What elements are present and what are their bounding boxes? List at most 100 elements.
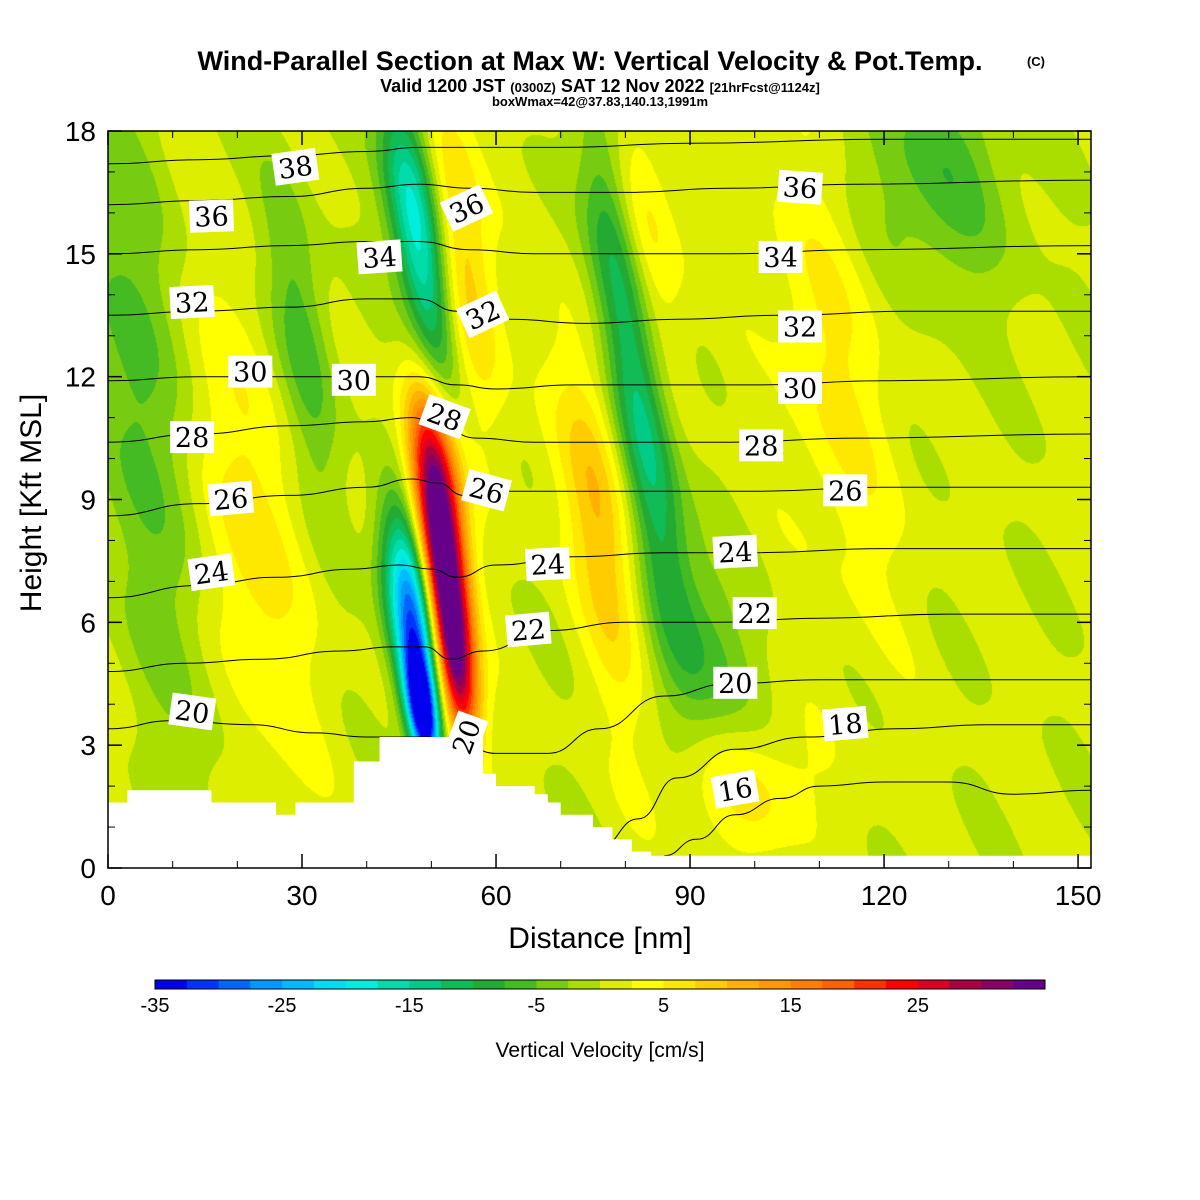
contour-label-bg bbox=[356, 239, 403, 275]
contour-label-20: 20 bbox=[713, 666, 758, 700]
x-axis: 0 30 60 90 120 150 bbox=[100, 131, 1101, 911]
contour-label-bg bbox=[758, 240, 803, 273]
contour-label-bg bbox=[524, 546, 571, 582]
x-tick-label: 30 bbox=[286, 880, 317, 911]
contour-label-bg bbox=[739, 429, 784, 462]
theta-contour-30 bbox=[108, 376, 1091, 390]
contour-label-bg bbox=[778, 310, 822, 343]
theta-contour-28 bbox=[108, 417, 1091, 443]
contour-label-22: 22 bbox=[505, 611, 552, 648]
colorbar-tick-label: 5 bbox=[658, 995, 669, 1017]
contour-label-26: 26 bbox=[461, 469, 512, 512]
contour-label-text: 20 bbox=[718, 669, 752, 700]
contour-label-24: 24 bbox=[187, 553, 236, 591]
colorbar-swatch bbox=[313, 980, 347, 989]
colorbar-swatch bbox=[727, 980, 760, 989]
theta-contour-38 bbox=[108, 138, 1091, 165]
contour-label-bg bbox=[455, 290, 510, 339]
y-tick-label: 18 bbox=[65, 116, 96, 147]
chart-title: Wind-Parallel Section at Max W: Vertical… bbox=[198, 46, 983, 76]
forecast-info: [21hrFcst@1124z] bbox=[710, 80, 820, 95]
contour-label-28: 28 bbox=[170, 421, 215, 454]
contour-label-text: 34 bbox=[361, 242, 397, 275]
colorbar-swatch bbox=[758, 980, 792, 989]
theta-contour-34 bbox=[108, 241, 1091, 255]
contour-label-bg bbox=[732, 597, 777, 630]
colorbar-swatch bbox=[568, 980, 601, 989]
x-tick-label: 150 bbox=[1055, 880, 1102, 911]
contour-label-bg bbox=[443, 710, 489, 763]
contour-label-bg bbox=[777, 169, 824, 205]
contour-label-34: 34 bbox=[356, 239, 403, 275]
contour-label-bg bbox=[821, 705, 869, 742]
contour-label-bg bbox=[823, 474, 868, 507]
theta-contour-20 bbox=[108, 679, 1091, 754]
contour-label-text: 28 bbox=[175, 423, 209, 454]
contour-label-bg bbox=[169, 284, 215, 320]
colorbar-label: Vertical Velocity [cm/s] bbox=[496, 1039, 705, 1062]
y-tick-label: 0 bbox=[80, 853, 96, 884]
colorbar-tick-label: 25 bbox=[907, 995, 929, 1017]
colorbar-tick-label: -35 bbox=[141, 995, 170, 1017]
valid-utc: (0300Z) bbox=[510, 80, 556, 95]
contour-label-bg bbox=[331, 363, 376, 396]
contour-label-text: 30 bbox=[337, 366, 371, 397]
y-tick-label: 3 bbox=[80, 730, 96, 761]
contour-label-20: 20 bbox=[168, 692, 217, 731]
contour-label-text: 20 bbox=[173, 695, 211, 730]
valid-time-line: Valid 1200 JST (0300Z) SAT 12 Nov 2022 [… bbox=[380, 76, 820, 96]
colorbar-swatch bbox=[409, 980, 442, 989]
x-tick-label: 0 bbox=[100, 880, 116, 911]
valid-time: Valid 1200 JST bbox=[380, 76, 505, 96]
contour-label-34: 34 bbox=[758, 240, 803, 274]
contour-label-32: 32 bbox=[169, 284, 215, 320]
y-tick-label: 12 bbox=[65, 362, 96, 393]
contour-label-bg bbox=[712, 534, 759, 569]
contour-label-36: 36 bbox=[777, 169, 824, 205]
colorbar-swatch bbox=[1013, 980, 1046, 989]
contour-label-bg bbox=[207, 480, 255, 517]
contour-label-text: 30 bbox=[233, 358, 267, 389]
colorbar-swatch bbox=[441, 980, 474, 989]
contour-label-24: 24 bbox=[524, 546, 571, 582]
contour-label-36: 36 bbox=[188, 199, 235, 234]
colorbar-swatch bbox=[250, 980, 283, 989]
y-tick-label: 15 bbox=[65, 239, 96, 270]
x-tick-label: 90 bbox=[674, 880, 705, 911]
contour-label-bg bbox=[710, 769, 760, 809]
contour-label-text: 34 bbox=[763, 243, 797, 274]
colorbar-swatch bbox=[155, 980, 188, 989]
contour-label-text: 32 bbox=[783, 313, 817, 344]
contour-label-bg bbox=[188, 199, 235, 233]
contour-label-text: 26 bbox=[828, 476, 862, 507]
contour-label-text: 36 bbox=[194, 201, 229, 233]
colorbar-swatch bbox=[886, 980, 919, 989]
contour-label-text: 36 bbox=[782, 172, 818, 205]
contour-label-26: 26 bbox=[823, 474, 868, 507]
contour-label-bg bbox=[505, 611, 552, 648]
contour-label-bg bbox=[168, 692, 217, 731]
colorbar-swatch bbox=[663, 980, 696, 989]
colorbar-swatch bbox=[695, 980, 728, 989]
terrain-mask bbox=[108, 737, 1091, 868]
svg-text:Valid 1200 JST (0300Z): Valid 1200 JST (0300Z) SAT 12 Nov 2022 [… bbox=[380, 76, 820, 96]
contour-label-text: 24 bbox=[192, 556, 230, 591]
contour-label-bg bbox=[228, 355, 273, 388]
contour-label-28: 28 bbox=[739, 429, 784, 462]
colorbar-swatch bbox=[377, 980, 410, 989]
y-tick-label: 6 bbox=[80, 607, 96, 638]
colorbar-swatch bbox=[854, 980, 887, 989]
contour-label-32: 32 bbox=[778, 310, 822, 344]
contour-label-18: 18 bbox=[821, 705, 869, 742]
colorbar-swatch bbox=[186, 980, 220, 989]
x-axis-label: Distance [nm] bbox=[508, 922, 691, 955]
box-max-info: boxWmax=42@37.83,140.13,1991m bbox=[492, 94, 708, 109]
contour-label-text: 24 bbox=[717, 537, 753, 570]
contour-label-text: 32 bbox=[174, 287, 210, 320]
colorbar-swatch bbox=[822, 980, 855, 989]
colorbar-swatch bbox=[536, 980, 569, 989]
contour-label-bg bbox=[461, 469, 512, 512]
contour-label-bg bbox=[778, 372, 822, 404]
